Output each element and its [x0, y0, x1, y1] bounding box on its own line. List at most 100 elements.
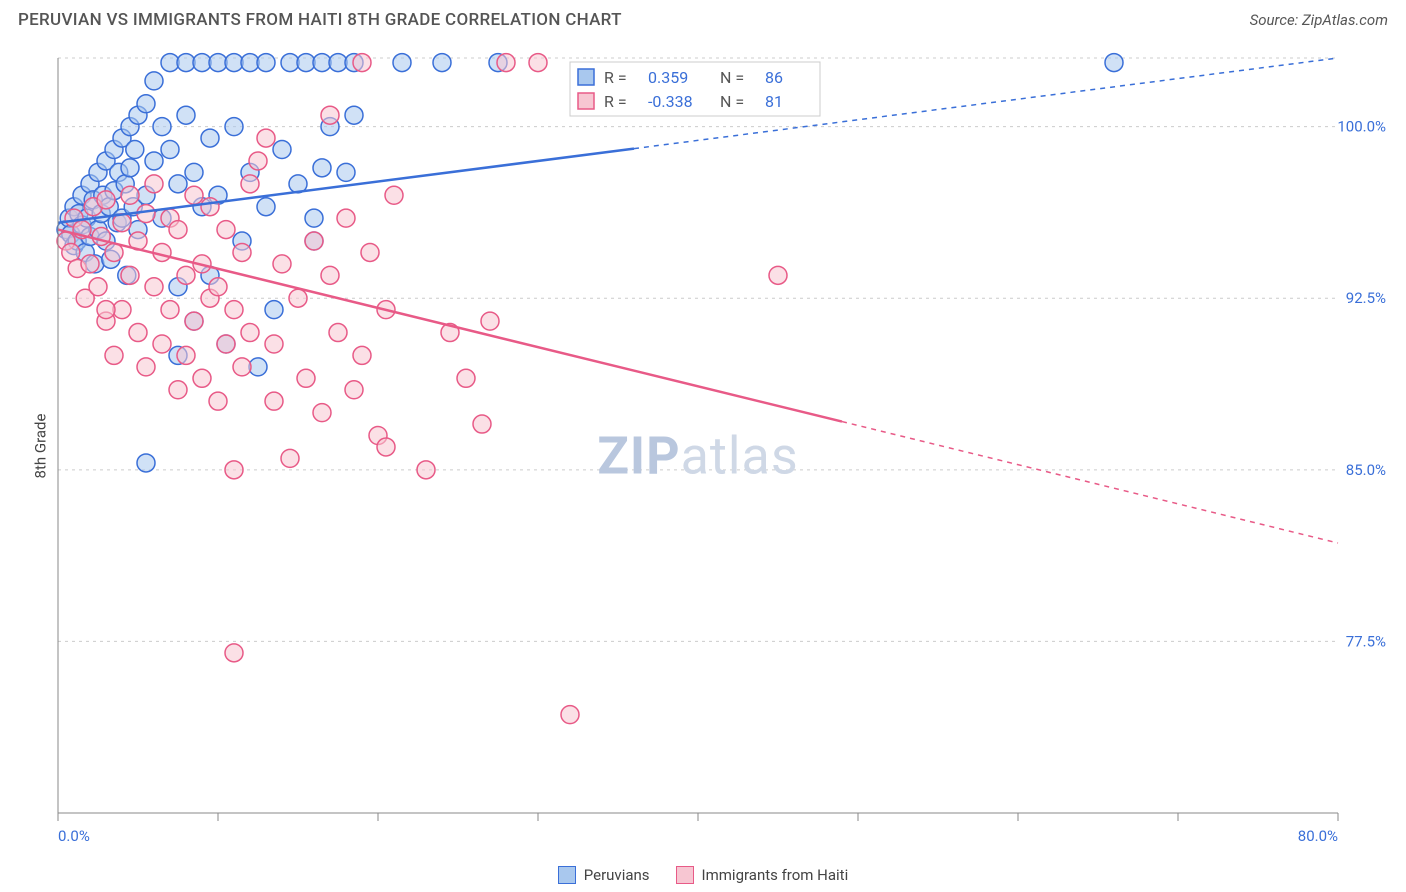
scatter-point: [257, 198, 275, 216]
scatter-point: [289, 289, 307, 307]
scatter-point: [153, 335, 171, 353]
legend-label: Immigrants from Haiti: [702, 866, 849, 884]
scatter-point: [345, 381, 363, 399]
scatter-point: [225, 461, 243, 479]
scatter-point: [313, 404, 331, 422]
scatter-point: [265, 335, 283, 353]
x-tick-label: 80.0%: [1298, 827, 1338, 845]
scatter-point: [137, 95, 155, 113]
scatter-point: [473, 415, 491, 433]
scatter-point: [353, 346, 371, 364]
scatter-point: [169, 175, 187, 193]
scatter-point: [257, 54, 275, 72]
scatter-point: [321, 106, 339, 124]
scatter-point: [225, 644, 243, 662]
svg-text:-0.338: -0.338: [648, 92, 693, 111]
scatter-point: [161, 141, 179, 159]
scatter-point: [281, 449, 299, 467]
scatter-point: [225, 118, 243, 136]
scatter-point: [145, 175, 163, 193]
x-tick-label: 0.0%: [58, 827, 90, 845]
svg-text:R =: R =: [604, 92, 627, 111]
scatter-point: [337, 209, 355, 227]
scatter-point: [305, 232, 323, 250]
scatter-point: [305, 209, 323, 227]
scatter-point: [313, 159, 331, 177]
scatter-point: [209, 278, 227, 296]
scatter-point: [769, 266, 787, 284]
legend-swatch: [676, 866, 694, 884]
scatter-point: [273, 141, 291, 159]
y-tick-label: 77.5%: [1346, 632, 1386, 650]
scatter-point: [337, 163, 355, 181]
legend-swatch: [558, 866, 576, 884]
scatter-point: [1105, 54, 1123, 72]
scatter-point: [249, 152, 267, 170]
y-axis-label: 8th Grade: [31, 414, 49, 479]
scatter-point: [137, 205, 155, 223]
scatter-point: [529, 54, 547, 72]
scatter-point: [385, 186, 403, 204]
legend-item: Immigrants from Haiti: [676, 866, 849, 884]
scatter-point: [233, 358, 251, 376]
scatter-point: [129, 324, 147, 342]
scatter-point: [225, 301, 243, 319]
scatter-point: [97, 191, 115, 209]
svg-text:81: 81: [765, 92, 783, 111]
scatter-point: [121, 266, 139, 284]
scatter-point: [105, 346, 123, 364]
scatter-point: [177, 106, 195, 124]
scatter-point: [265, 392, 283, 410]
scatter-point: [497, 54, 515, 72]
scatter-point: [137, 358, 155, 376]
chart-source: Source: ZipAtlas.com: [1250, 11, 1388, 29]
y-tick-label: 92.5%: [1346, 289, 1386, 307]
y-tick-label: 85.0%: [1346, 461, 1386, 479]
scatter-point: [377, 438, 395, 456]
scatter-point: [201, 129, 219, 147]
scatter-point: [105, 243, 123, 261]
scatter-point: [265, 301, 283, 319]
scatter-point: [121, 186, 139, 204]
scatter-point: [321, 266, 339, 284]
scatter-point: [329, 324, 347, 342]
scatter-point: [353, 54, 371, 72]
scatter-point: [417, 461, 435, 479]
scatter-point: [185, 312, 203, 330]
scatter-point: [481, 312, 499, 330]
scatter-point: [177, 266, 195, 284]
scatter-point: [201, 198, 219, 216]
y-tick-label: 100.0%: [1337, 118, 1386, 136]
scatter-point: [241, 324, 259, 342]
regression-line-dashed: [842, 422, 1338, 543]
scatter-point: [361, 243, 379, 261]
scatter-point: [126, 141, 144, 159]
scatter-point: [457, 369, 475, 387]
scatter-point: [433, 54, 451, 72]
scatter-point: [209, 392, 227, 410]
scatter-point: [273, 255, 291, 273]
chart-container: ZIPatlas 0.0% 80.0% 77.5% 85.0% 92.5% 100.0% R …: [48, 48, 1388, 852]
scatter-point: [345, 106, 363, 124]
scatter-point: [177, 346, 195, 364]
svg-text:R =: R =: [604, 68, 627, 87]
scatter-point: [393, 54, 411, 72]
scatter-point: [153, 118, 171, 136]
legend-item: Peruvians: [558, 866, 650, 884]
regression-legend: R = 0.359N =86R =-0.338N =81: [570, 62, 820, 116]
scatter-point: [169, 221, 187, 239]
svg-text:N =: N =: [720, 68, 744, 87]
scatter-point: [97, 301, 115, 319]
scatter-point: [145, 72, 163, 90]
chart-header: PERUVIAN VS IMMIGRANTS FROM HAITI 8TH GR…: [0, 0, 1406, 38]
scatter-point: [185, 163, 203, 181]
scatter-point: [217, 221, 235, 239]
scatter-point: [217, 335, 235, 353]
scatter-point: [193, 369, 211, 387]
scatter-point: [145, 278, 163, 296]
scatter-point: [297, 369, 315, 387]
scatter-point: [561, 706, 579, 724]
svg-text:ZIPatlas: ZIPatlas: [597, 425, 798, 486]
scatter-point: [137, 454, 155, 472]
scatter-point: [89, 278, 107, 296]
